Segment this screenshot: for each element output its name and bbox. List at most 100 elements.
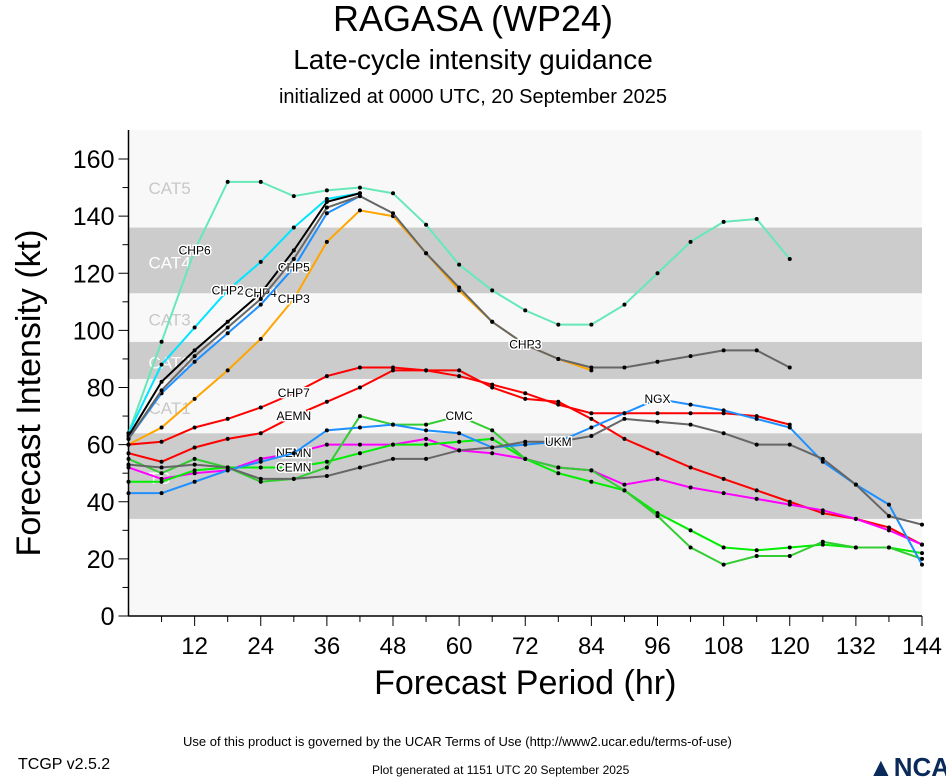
data-point	[688, 545, 693, 550]
data-point	[324, 459, 329, 464]
data-point	[258, 459, 263, 464]
data-point	[126, 442, 131, 447]
data-point	[258, 291, 263, 296]
chart-subtitle: Late-cycle intensity guidance	[293, 44, 653, 75]
data-point	[920, 551, 924, 556]
data-point	[126, 491, 131, 496]
x-tick-label: 48	[380, 633, 407, 660]
data-point	[291, 465, 296, 470]
data-point	[291, 194, 296, 199]
data-point	[754, 416, 759, 421]
data-point	[324, 188, 329, 193]
data-point	[622, 436, 627, 441]
generated-time: Plot generated at 1151 UTC 20 September …	[372, 763, 630, 777]
data-point	[490, 319, 495, 324]
terms-of-use: Use of this product is governed by the U…	[183, 734, 732, 749]
data-point	[357, 365, 362, 370]
data-point	[556, 322, 561, 327]
data-point	[754, 548, 759, 553]
data-point	[225, 465, 230, 470]
ncar-logo: ▲NCAR	[868, 752, 946, 782]
data-point	[457, 439, 462, 444]
data-point	[886, 525, 891, 530]
data-point	[754, 496, 759, 501]
data-point	[424, 442, 429, 447]
data-point	[192, 248, 197, 253]
data-point	[324, 399, 329, 404]
data-point	[721, 219, 726, 224]
data-point	[754, 348, 759, 353]
data-point	[523, 342, 528, 347]
data-point	[589, 368, 594, 373]
data-point	[192, 348, 197, 353]
data-point	[457, 414, 462, 419]
series-line-chp4	[127, 192, 361, 437]
x-tick-label: 132	[836, 633, 876, 660]
data-point	[159, 479, 164, 484]
data-point	[754, 488, 759, 493]
data-point	[324, 211, 329, 216]
data-point	[126, 462, 131, 467]
data-point	[622, 416, 627, 421]
data-point	[490, 436, 495, 441]
data-point	[523, 396, 528, 401]
data-point	[820, 539, 825, 544]
data-point	[424, 422, 429, 427]
data-point	[324, 205, 329, 210]
data-point	[754, 414, 759, 419]
data-point	[754, 554, 759, 559]
data-point	[556, 356, 561, 361]
data-point	[721, 476, 726, 481]
data-point	[523, 439, 528, 444]
data-point	[291, 225, 296, 230]
series-label: CMC	[445, 409, 473, 423]
y-tick-label: 80	[87, 375, 115, 403]
band-cat2	[128, 341, 922, 379]
data-point	[556, 399, 561, 404]
x-tick-label: 60	[446, 633, 473, 660]
data-point	[324, 239, 329, 244]
y-tick-label: 20	[87, 546, 115, 574]
data-point	[324, 465, 329, 470]
data-point	[291, 391, 296, 396]
data-point	[655, 476, 660, 481]
data-point	[754, 442, 759, 447]
data-point	[192, 354, 197, 359]
data-point	[622, 411, 627, 416]
data-point	[589, 365, 594, 370]
series-label: AEMN	[276, 409, 311, 423]
data-point	[291, 256, 296, 261]
data-point	[159, 425, 164, 430]
data-point	[225, 416, 230, 421]
data-point	[357, 191, 362, 196]
data-point	[622, 482, 627, 487]
data-point	[655, 514, 660, 519]
y-tick-label: 60	[87, 432, 115, 460]
series-label: CHP3	[278, 292, 310, 306]
band-label: CAT5	[149, 179, 191, 198]
data-point	[523, 391, 528, 396]
data-point	[853, 516, 858, 521]
x-axis-label: Forecast Period (hr)	[374, 664, 676, 702]
data-point	[556, 402, 561, 407]
data-point	[490, 451, 495, 456]
data-point	[225, 331, 230, 336]
x-tick-label: 144	[902, 633, 942, 660]
data-point	[457, 448, 462, 453]
data-point	[258, 336, 263, 341]
x-tick-label: 36	[314, 633, 341, 660]
data-point	[357, 208, 362, 213]
band-cat5	[128, 144, 922, 228]
data-point	[787, 256, 792, 261]
data-point	[457, 431, 462, 436]
data-point	[258, 479, 263, 484]
data-point	[324, 199, 329, 204]
data-point	[787, 499, 792, 504]
series-label: CHP7	[278, 386, 310, 400]
data-point	[258, 296, 263, 301]
data-point	[688, 411, 693, 416]
data-point	[126, 479, 131, 484]
data-point	[523, 456, 528, 461]
data-point	[787, 365, 792, 370]
data-point	[258, 465, 263, 470]
